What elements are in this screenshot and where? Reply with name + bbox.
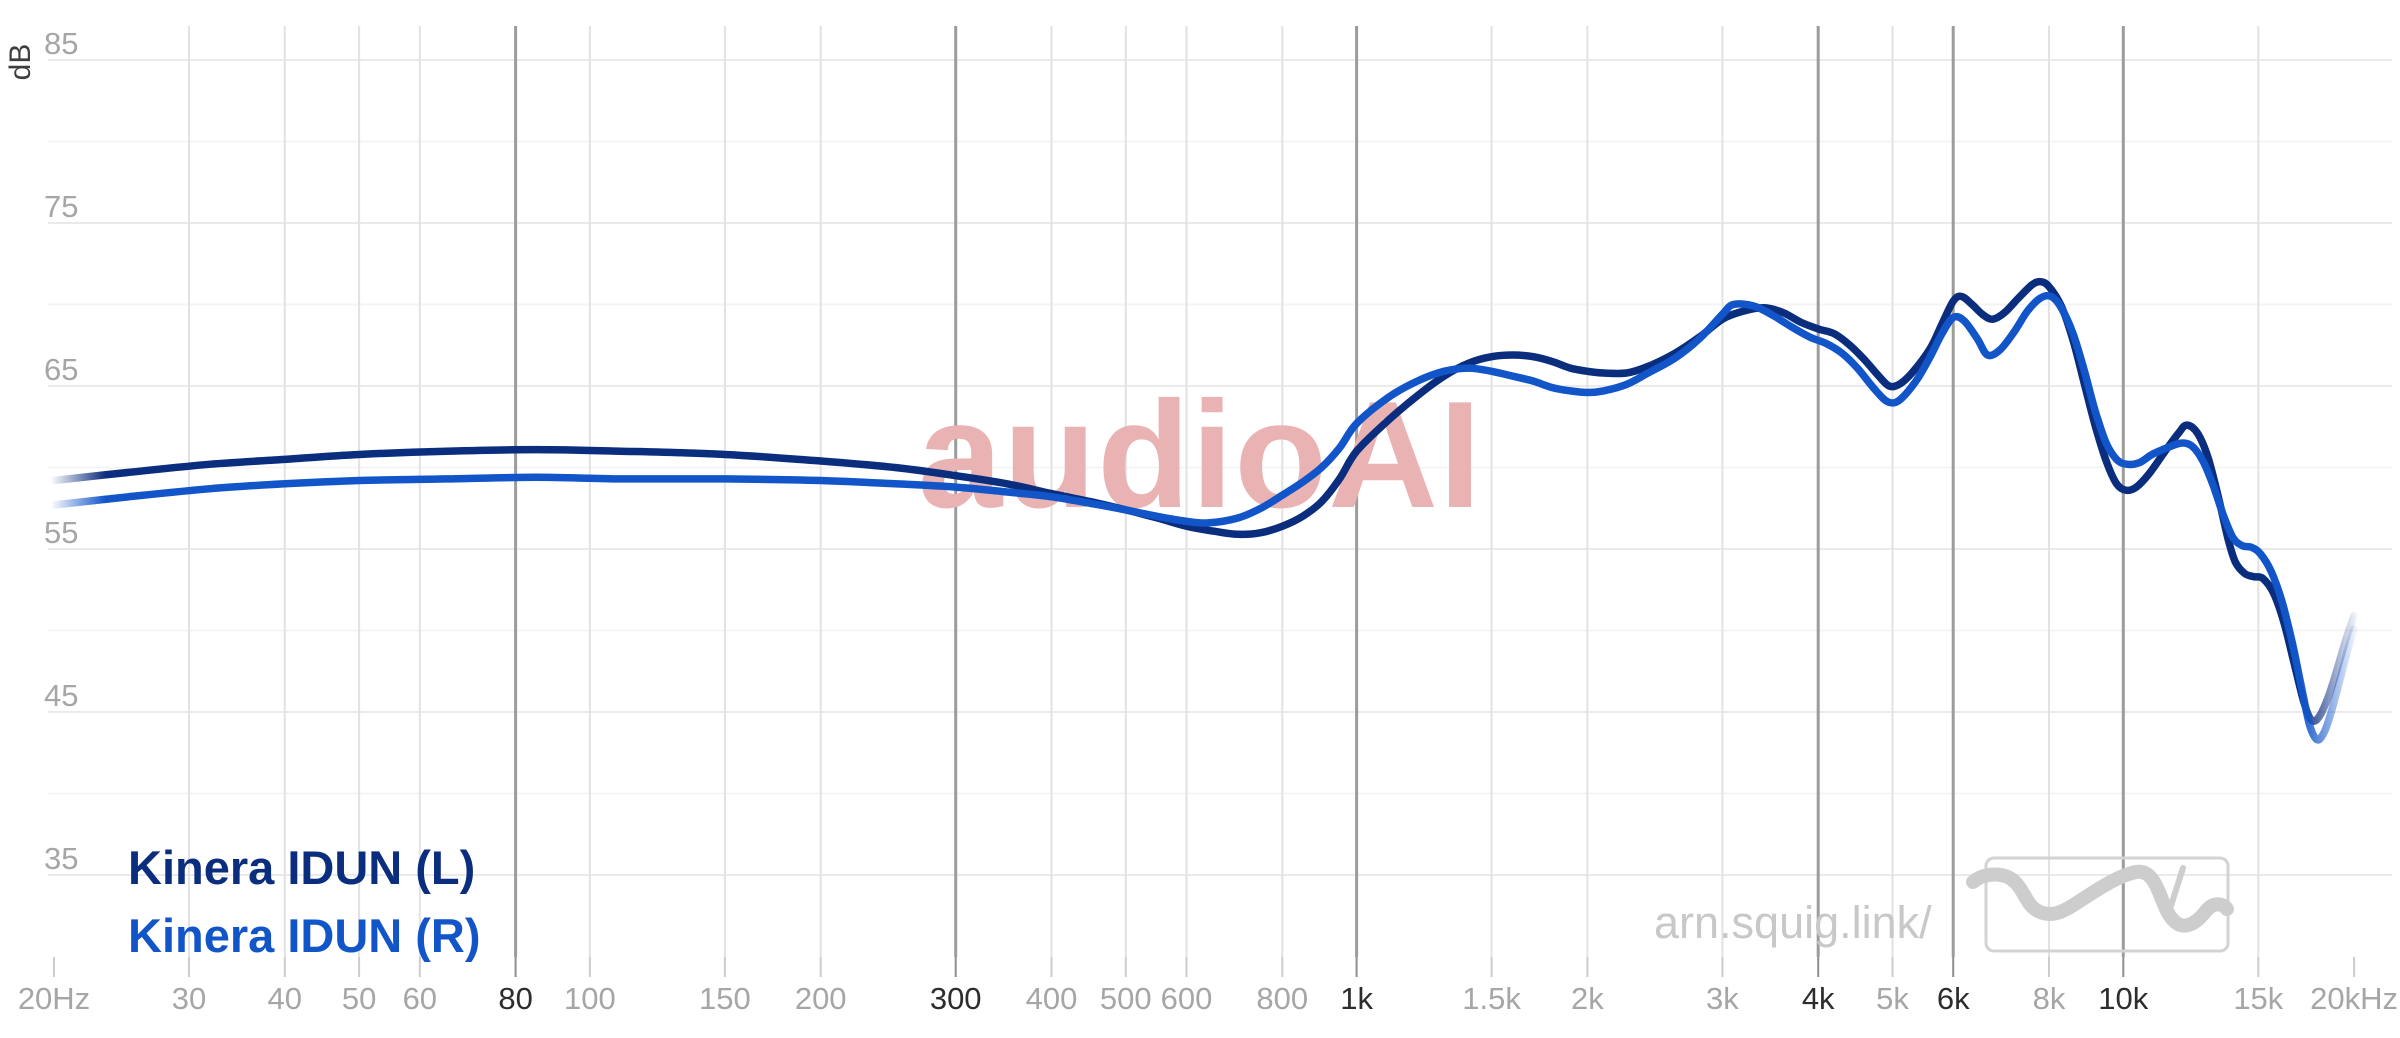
x-tick-label: 6k xyxy=(1937,981,1970,1016)
x-tick-label: 2k xyxy=(1571,981,1604,1016)
x-tick-label: 1k xyxy=(1340,981,1373,1016)
fr-curves[interactable] xyxy=(50,277,2358,744)
horizontal-major-gridlines xyxy=(48,59,2392,876)
y-tick-label: 75 xyxy=(44,189,78,224)
x-axis-ticks xyxy=(53,957,2356,977)
x-tick-label: 40 xyxy=(268,981,302,1016)
legend: Kinera IDUN (L) Kinera IDUN (R) xyxy=(128,841,481,962)
x-tick-label: 600 xyxy=(1161,981,1213,1016)
x-tick-label: 500 xyxy=(1100,981,1152,1016)
vertical-gridlines xyxy=(188,26,2260,957)
fr-curve-right[interactable] xyxy=(50,291,2358,744)
x-tick-label: 1.5k xyxy=(1462,981,1521,1016)
x-tick-label: 10k xyxy=(2098,981,2148,1016)
logo-squiggle xyxy=(1966,864,2234,933)
x-tick-label: 50 xyxy=(342,981,376,1016)
y-tick-label: 45 xyxy=(44,678,78,713)
x-tick-label: 60 xyxy=(403,981,437,1016)
x-tick-label: 8k xyxy=(2033,981,2066,1016)
x-tick-label: 100 xyxy=(564,981,616,1016)
x-tick-label: 150 xyxy=(699,981,751,1016)
y-axis-unit-label: dB xyxy=(4,44,37,81)
x-tick-label: 20Hz xyxy=(18,981,90,1016)
x-tick-label: 300 xyxy=(930,981,982,1016)
x-tick-label: 80 xyxy=(498,981,532,1016)
horizontal-minor-gridlines xyxy=(48,140,2392,795)
squiglink-site-url[interactable]: arn.squig.link/ xyxy=(1654,897,1932,948)
x-tick-label: 20kHz xyxy=(2310,981,2398,1016)
x-tick-label: 30 xyxy=(172,981,206,1016)
y-tick-label: 65 xyxy=(44,352,78,387)
x-tick-label: 800 xyxy=(1256,981,1308,1016)
x-tick-label: 200 xyxy=(795,981,847,1016)
x-tick-label: 4k xyxy=(1802,981,1835,1016)
x-tick-label: 400 xyxy=(1026,981,1078,1016)
y-tick-label: 35 xyxy=(44,841,78,876)
y-tick-label: 85 xyxy=(44,26,78,61)
legend-item-right-channel[interactable]: Kinera IDUN (R) xyxy=(128,909,481,962)
x-tick-label: 3k xyxy=(1706,981,1739,1016)
y-axis-labels: 85 75 65 55 45 35 xyxy=(44,26,78,876)
x-tick-label: 15k xyxy=(2233,981,2283,1016)
squiglink-logo-icon xyxy=(1966,856,2234,953)
x-axis-labels: 20Hz 30 40 50 60 80 100 150 200 300 400 500 600 800 1k… xyxy=(18,981,2398,1016)
y-tick-label: 55 xyxy=(44,515,78,550)
x-tick-label: 5k xyxy=(1876,981,1909,1016)
legend-item-left-channel[interactable]: Kinera IDUN (L) xyxy=(128,841,475,894)
